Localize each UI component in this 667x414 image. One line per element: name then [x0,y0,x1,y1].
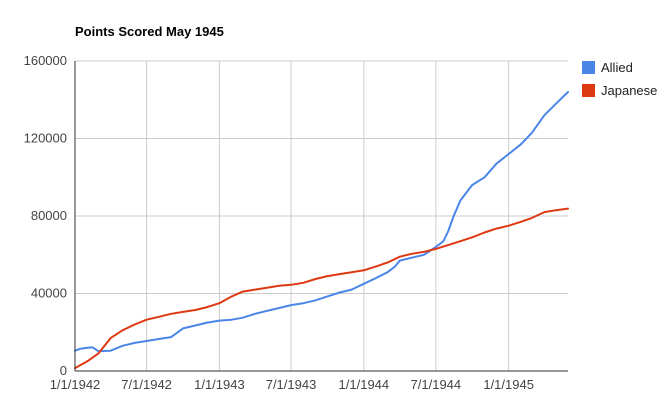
legend-swatch [582,84,595,97]
legend-item-japanese[interactable]: Japanese [582,83,657,98]
grid [74,60,568,371]
y-tick-label: 40000 [31,286,67,301]
x-tick-label: 1/1/1945 [483,377,534,392]
y-tick-label: 160000 [24,53,67,68]
chart-title: Points Scored May 1945 [75,24,224,39]
series-line-japanese [74,207,569,370]
y-tick-label: 0 [60,363,67,378]
legend-label: Allied [601,60,633,75]
x-tick-label: 1/1/1943 [194,377,245,392]
legend-item-allied[interactable]: Allied [582,60,633,75]
x-tick-label: 7/1/1942 [121,377,172,392]
legend-swatch [582,61,595,74]
legend-label: Japanese [601,83,657,98]
series-line-allied [74,91,569,353]
series-lines [74,91,569,370]
x-tick-label: 7/1/1944 [411,377,462,392]
x-tick-label: 7/1/1943 [266,377,317,392]
axes: 0 40000 80000 120000 160000 1/1/1942 7/1/1942 1… [24,53,568,392]
y-tick-label: 80000 [31,208,67,223]
y-tick-label: 120000 [24,131,67,146]
x-tick-label: 1/1/1944 [339,377,390,392]
legend[interactable]: Allied Japanese [582,60,657,98]
x-tick-label: 1/1/1942 [50,377,101,392]
